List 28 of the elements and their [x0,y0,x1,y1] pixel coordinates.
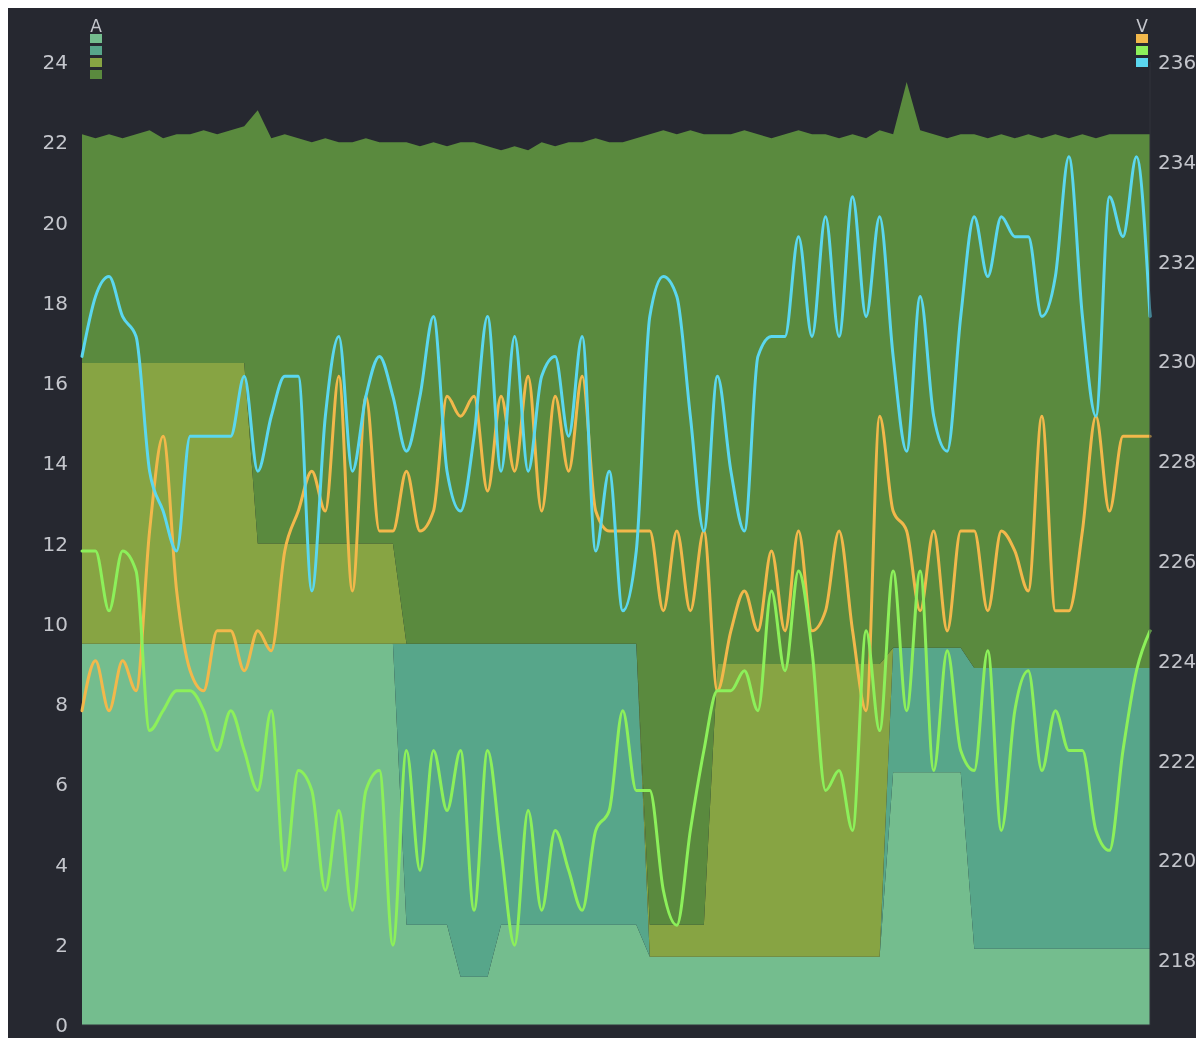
y-tick-label: 12 [42,531,68,556]
y-tick-label: 0 [55,1013,68,1037]
line-series [80,155,1152,613]
y-tick-label: 6 [55,772,68,797]
y2-tick-label: 218 [1158,948,1197,973]
line-series [80,374,1152,713]
y2-axis-title: V [1136,16,1149,36]
y2-tick-label: 230 [1158,349,1197,374]
y2-tick-label: 220 [1158,848,1197,873]
y-tick-label: 24 [42,50,68,74]
y2-tick-label: 232 [1158,249,1197,274]
y-tick-label: 2 [55,932,68,957]
y2-tick-label: 234 [1158,149,1197,174]
y2-tick-label: 222 [1158,748,1197,773]
y-tick-label: 14 [42,451,68,476]
line-series [80,549,1152,947]
y-tick-label: 20 [42,210,68,235]
y2-tick-label: 224 [1158,648,1197,673]
y-tick-label: 18 [42,290,68,315]
y-axis-title: A [90,16,103,36]
y2-tick-label: 226 [1158,548,1197,573]
y-tick-label: 10 [42,611,68,636]
y2-tick-label: 236 [1158,50,1197,74]
y-tick-label: 4 [55,852,68,877]
y2-tick-label: 228 [1158,449,1197,474]
y-tick-label: 16 [42,371,68,395]
y-tick-label: 8 [55,692,68,716]
y-tick-label: 22 [42,130,68,155]
